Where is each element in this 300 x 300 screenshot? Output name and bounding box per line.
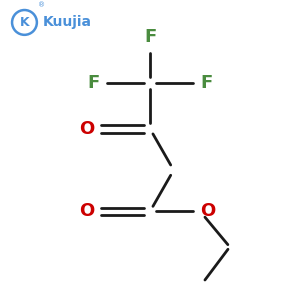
Text: ®: ® [38,2,46,8]
Text: O: O [200,202,215,220]
Text: K: K [20,16,29,29]
Text: F: F [88,74,100,92]
Text: O: O [79,202,94,220]
Text: O: O [79,120,94,138]
Text: F: F [144,28,156,46]
Text: F: F [200,74,212,92]
Text: Kuujia: Kuujia [43,15,92,29]
